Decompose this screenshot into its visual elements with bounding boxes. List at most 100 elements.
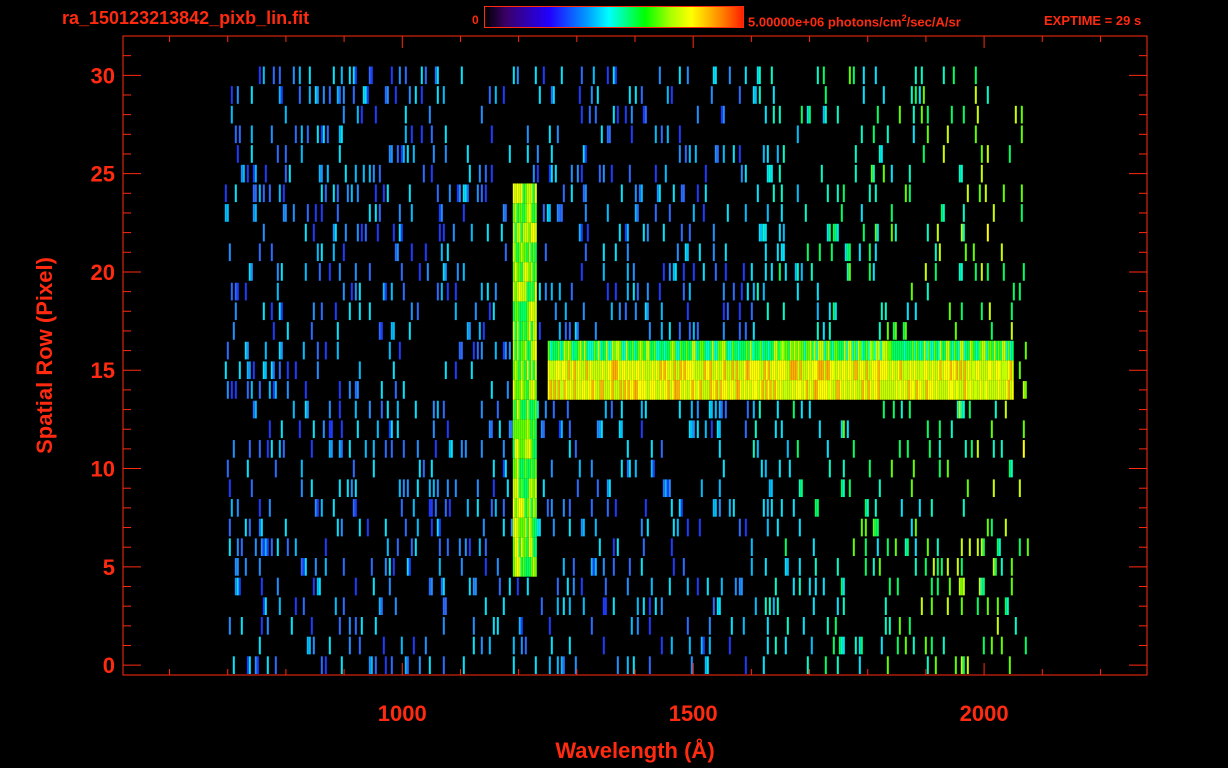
noise-pixel [282,440,285,458]
band-pixel [601,380,604,400]
line-pixel [534,183,537,204]
band-pixel [979,380,982,400]
noise-pixel [262,223,265,242]
band-pixel [643,360,646,381]
noise-pixel [624,223,627,242]
line-pixel [532,458,535,479]
noise-pixel [398,223,401,242]
line-pixel [514,439,517,459]
noise-pixel [360,223,363,242]
band-pixel [735,360,738,381]
band-pixel [631,380,634,400]
noise-pixel [872,125,875,144]
noise-pixel [876,538,879,557]
noise-pixel [504,341,507,360]
noise-pixel [640,518,643,537]
noise-pixel [702,636,705,655]
band-pixel [769,360,772,381]
noise-pixel [474,577,477,596]
band-pixel [747,380,750,400]
heatmap-layer [224,66,1029,674]
noise-pixel [738,518,741,537]
noise-pixel [264,164,267,183]
noise-pixel [508,341,511,360]
noise-pixel [628,459,631,478]
noise-pixel [844,243,847,262]
band-pixel [941,380,944,400]
noise-pixel [842,459,845,478]
band-pixel [871,360,874,381]
noise-pixel [348,440,351,458]
band-pixel [803,360,806,381]
noise-pixel [830,243,833,262]
band-pixel [893,340,896,361]
band-pixel [919,360,922,381]
noise-pixel [338,263,341,281]
line-pixel [512,498,515,518]
band-pixel [573,360,576,381]
noise-pixel [436,479,439,498]
band-pixel [609,340,612,361]
noise-pixel [510,518,513,537]
noise-pixel [888,577,891,596]
noise-pixel [720,400,723,419]
band-pixel [779,340,782,361]
line-pixel [524,301,527,322]
noise-pixel [896,636,899,655]
noise-pixel [950,420,953,439]
band-pixel [557,360,560,381]
noise-pixel [942,204,945,222]
band-pixel [937,360,940,381]
noise-pixel [854,164,857,183]
noise-pixel [882,400,885,419]
noise-pixel [602,636,605,655]
band-pixel [633,360,636,381]
band-pixel [655,380,658,400]
noise-pixel [358,518,361,537]
noise-pixel [668,204,671,222]
band-pixel [571,380,574,400]
noise-pixel [858,656,861,674]
noise-pixel [948,577,951,596]
noise-pixel [924,558,927,576]
noise-pixel [744,656,747,674]
noise-pixel [542,420,545,439]
band-pixel [991,380,994,400]
noise-pixel [434,66,437,85]
line-pixel [530,262,533,282]
noise-pixel [392,322,395,340]
noise-pixel [490,420,493,439]
band-pixel [825,340,828,361]
noise-pixel [616,656,619,674]
noise-pixel [234,577,237,596]
noise-pixel [636,617,639,635]
noise-pixel [704,164,707,183]
noise-pixel [800,263,803,281]
line-pixel [518,301,521,322]
band-pixel [973,380,976,400]
band-pixel [965,380,968,400]
noise-pixel [678,66,681,85]
band-pixel [903,360,906,381]
noise-pixel [252,361,255,380]
noise-pixel [740,164,743,183]
band-pixel [649,360,652,381]
band-pixel [649,380,652,400]
noise-pixel [390,440,393,458]
line-pixel [534,458,537,479]
noise-pixel [512,66,515,85]
band-pixel [645,380,648,400]
band-pixel [803,340,806,361]
noise-pixel [762,499,765,517]
noise-pixel [314,558,317,576]
noise-pixel [298,66,301,85]
noise-pixel [682,263,685,281]
band-pixel [999,340,1002,361]
noise-pixel [568,322,571,340]
noise-pixel [580,518,583,537]
noise-pixel [648,617,651,635]
noise-pixel [568,636,571,655]
band-pixel [995,360,998,381]
noise-pixel [774,577,777,596]
noise-pixel [422,459,425,478]
